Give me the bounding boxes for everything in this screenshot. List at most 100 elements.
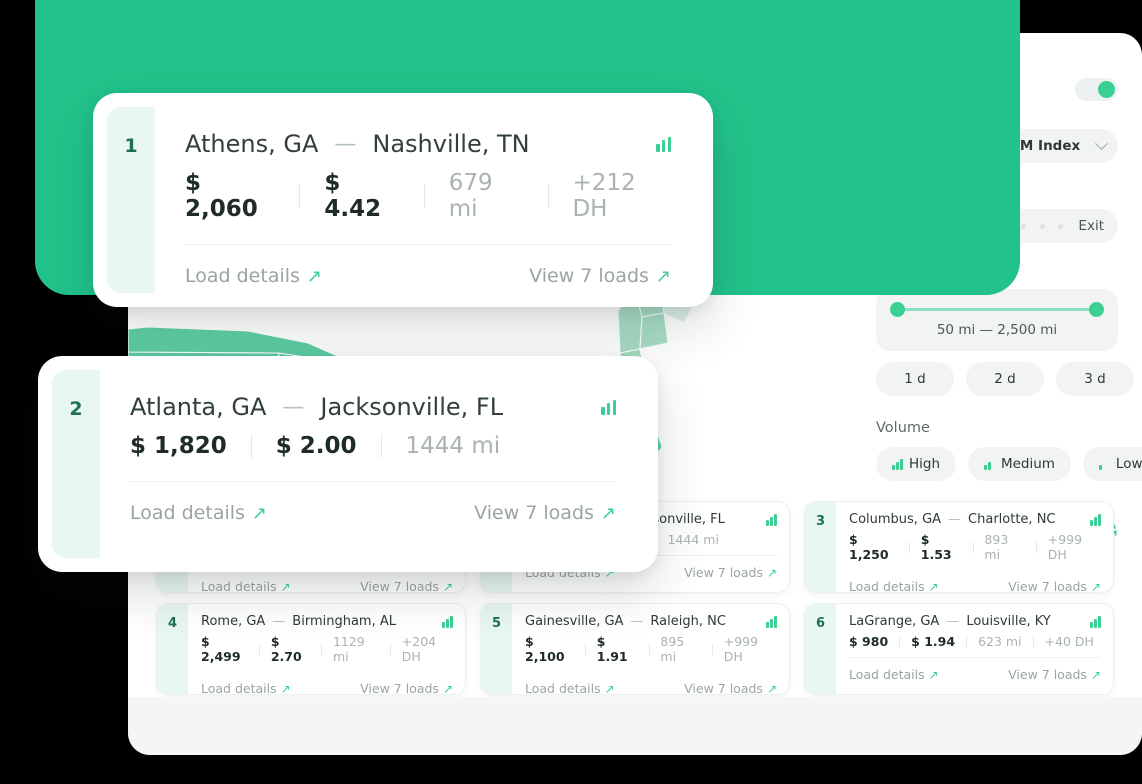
card-actions: Load details ↗ View 7 loads ↗ bbox=[185, 245, 671, 287]
card-actions: Load details ↗ View 7 loads ↗ bbox=[849, 570, 1101, 593]
view-loads-link[interactable]: View 7 loads ↗ bbox=[684, 565, 777, 580]
chip-3d[interactable]: 3 d bbox=[1056, 362, 1134, 396]
bar-chart-icon bbox=[766, 615, 777, 628]
card-actions: Load details ↗ View 7 loads ↗ bbox=[201, 672, 453, 695]
range-handle-max[interactable] bbox=[1089, 302, 1104, 317]
rank-badge: 6 bbox=[805, 604, 836, 694]
load-details-link[interactable]: Load details ↗ bbox=[525, 681, 615, 695]
slider-tick bbox=[1058, 223, 1064, 229]
route-dash: — bbox=[948, 512, 962, 527]
featured-card-1[interactable]: 1 Athens, GA — Nashville, TN $ 2,060 $ 4… bbox=[93, 93, 713, 307]
destination: Birmingham, AL bbox=[292, 614, 396, 629]
card-inner: 2 Atlanta, GA — Jacksonville, FL $ 1,820… bbox=[52, 370, 644, 558]
price: $ 1,820 bbox=[130, 433, 227, 459]
arrow-up-right-icon: ↗ bbox=[600, 503, 616, 524]
route-dash: — bbox=[946, 614, 960, 629]
result-card[interactable]: 3 Columbus, GA — Charlotte, NC $ 1,250 $… bbox=[804, 501, 1114, 593]
distance: 623 mi bbox=[978, 634, 1022, 649]
volume-label: Volume bbox=[876, 420, 930, 436]
bar-chart-icon bbox=[442, 615, 453, 628]
range-track bbox=[890, 301, 1104, 317]
price: $ 1,250 bbox=[849, 532, 889, 562]
rank-badge: 3 bbox=[805, 502, 836, 592]
bar-chart-icon bbox=[1090, 615, 1101, 628]
arrow-up-right-icon: ↗ bbox=[280, 580, 291, 593]
chip-1d-label: 1 d bbox=[904, 371, 926, 387]
result-card[interactable]: 4 Rome, GA — Birmingham, AL $ 2,499 $ 2.… bbox=[156, 603, 466, 695]
bar-chart-icon bbox=[1090, 513, 1101, 526]
arrow-up-right-icon: ↗ bbox=[306, 266, 323, 287]
spacer bbox=[876, 396, 1118, 420]
chip-volume-medium[interactable]: Medium bbox=[968, 447, 1071, 481]
rank-badge: 5 bbox=[481, 604, 512, 694]
arrow-up-right-icon: ↗ bbox=[604, 682, 615, 695]
distance: 895 mi bbox=[660, 634, 685, 664]
price: $ 980 bbox=[849, 634, 889, 649]
price: $ 2,499 bbox=[201, 634, 241, 664]
load-details-link[interactable]: Load details ↗ bbox=[201, 579, 291, 593]
card-actions: Load details ↗ View 7 loads ↗ bbox=[849, 658, 1101, 682]
origin: Rome, GA bbox=[201, 614, 266, 629]
arrow-up-right-icon: ↗ bbox=[766, 566, 777, 580]
arrow-up-right-icon: ↗ bbox=[442, 580, 453, 593]
metrics: $ 2,100 $ 1.91 895 mi +999 DH bbox=[525, 634, 777, 664]
chip-1d[interactable]: 1 d bbox=[876, 362, 954, 396]
chip-volume-high[interactable]: High bbox=[876, 447, 956, 481]
chip-volume-high-label: High bbox=[908, 456, 940, 472]
chip-volume-medium-label: Medium bbox=[1000, 456, 1055, 472]
load-details-link[interactable]: Load details ↗ bbox=[849, 579, 939, 593]
load-details-link[interactable]: Load details ↗ bbox=[849, 667, 939, 682]
include-surrounding-markets-toggle[interactable] bbox=[1075, 77, 1118, 101]
price: $ 2,060 bbox=[185, 170, 258, 222]
arrow-up-right-icon: ↗ bbox=[1090, 580, 1101, 593]
deadhead: +212 DH bbox=[572, 170, 636, 222]
divider bbox=[849, 657, 1101, 658]
view-loads-link[interactable]: View 7 loads ↗ bbox=[529, 265, 671, 287]
card-actions: Load details ↗ View 7 loads ↗ bbox=[130, 482, 616, 524]
featured-card-2[interactable]: 2 Atlanta, GA — Jacksonville, FL $ 1,820… bbox=[38, 356, 658, 572]
destination: Nashville, TN bbox=[372, 130, 530, 158]
view-loads-link[interactable]: View 7 loads ↗ bbox=[1008, 667, 1101, 682]
view-loads-link[interactable]: View 7 loads ↗ bbox=[474, 502, 616, 524]
price: $ 2,100 bbox=[525, 634, 565, 664]
destination: Charlotte, NC bbox=[968, 512, 1056, 527]
divider bbox=[185, 244, 671, 245]
view-loads-link[interactable]: View 7 loads ↗ bbox=[360, 681, 453, 695]
arrow-up-right-icon: ↗ bbox=[928, 580, 939, 593]
card-body: Atlanta, GA — Jacksonville, FL $ 1,820 $… bbox=[100, 370, 644, 558]
load-details-link[interactable]: Load details ↗ bbox=[130, 502, 268, 524]
chevron-down-icon bbox=[1095, 136, 1108, 150]
outbound-distance-range[interactable]: 50 mi — 2,500 mi bbox=[876, 289, 1118, 351]
rank-badge: 2 bbox=[52, 370, 100, 558]
card-body: LaGrange, GA — Louisville, KY $ 980 $ 1.… bbox=[836, 604, 1113, 694]
view-loads-link[interactable]: View 7 loads ↗ bbox=[684, 681, 777, 695]
card-body: Columbus, GA — Charlotte, NC $ 1,250 $ 1… bbox=[836, 502, 1113, 592]
rank-badge: 4 bbox=[157, 604, 188, 694]
origin: Atlanta, GA bbox=[130, 393, 267, 421]
rate-per-mile: $ 2.00 bbox=[275, 433, 357, 459]
result-card[interactable]: 6 LaGrange, GA — Louisville, KY $ 980 $ … bbox=[804, 603, 1114, 695]
load-details-link[interactable]: Load details ↗ bbox=[201, 681, 291, 695]
chip-2d[interactable]: 2 d bbox=[966, 362, 1044, 396]
earn-more-right-label: Exit bbox=[1078, 218, 1104, 234]
load-details-link[interactable]: Load details ↗ bbox=[185, 265, 323, 287]
result-card[interactable]: 5 Gainesville, GA — Raleigh, NC $ 2,100 … bbox=[480, 603, 790, 695]
view-loads-link[interactable]: View 7 loads ↗ bbox=[1008, 579, 1101, 593]
destination: Raleigh, NC bbox=[650, 614, 726, 629]
chip-volume-low[interactable]: Low bbox=[1082, 447, 1142, 481]
arrow-up-right-icon: ↗ bbox=[1090, 668, 1101, 682]
rate-per-mile: $ 4.42 bbox=[324, 170, 382, 222]
outbound-distance-value: 50 mi — 2,500 mi bbox=[936, 322, 1058, 338]
range-handle-min[interactable] bbox=[890, 302, 905, 317]
view-loads-link[interactable]: View 7 loads ↗ bbox=[360, 579, 453, 593]
card-body: Rome, GA — Birmingham, AL $ 2,499 $ 2.70… bbox=[188, 604, 465, 694]
slider-tick bbox=[1020, 223, 1026, 229]
route-dash: — bbox=[282, 394, 305, 420]
metrics: $ 980 $ 1.94 623 mi +40 DH bbox=[849, 634, 1101, 649]
arrow-up-right-icon: ↗ bbox=[604, 566, 615, 580]
chip-2d-label: 2 d bbox=[994, 371, 1016, 387]
rate-per-mile: $ 2.70 bbox=[270, 634, 302, 664]
bar-chart-icon bbox=[984, 458, 995, 470]
arrow-up-right-icon: ↗ bbox=[251, 503, 268, 524]
route: Rome, GA — Birmingham, AL bbox=[201, 614, 453, 629]
